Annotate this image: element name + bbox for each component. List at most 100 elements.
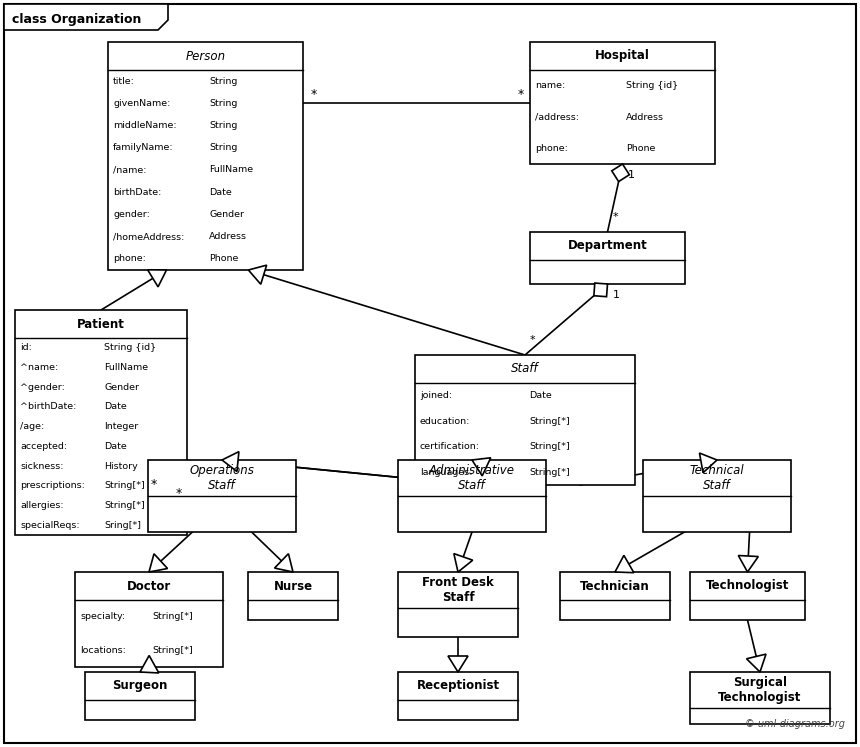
Text: id:: id: xyxy=(20,344,32,353)
Text: Address: Address xyxy=(626,113,664,122)
Text: birthDate:: birthDate: xyxy=(113,187,162,196)
Bar xyxy=(530,42,715,164)
Text: Gender: Gender xyxy=(104,382,139,391)
Bar xyxy=(75,572,223,667)
Text: Receptionist: Receptionist xyxy=(416,680,500,692)
Text: middleName:: middleName: xyxy=(113,121,176,130)
Text: Surgeon: Surgeon xyxy=(113,680,168,692)
Text: Gender: Gender xyxy=(209,210,244,219)
Text: ^gender:: ^gender: xyxy=(20,382,64,391)
Text: phone:: phone: xyxy=(113,255,146,264)
Text: name:: name: xyxy=(535,81,565,90)
Text: Person: Person xyxy=(186,49,225,63)
Polygon shape xyxy=(4,4,168,30)
Text: *: * xyxy=(311,88,317,101)
Text: Doctor: Doctor xyxy=(127,580,171,592)
Text: *: * xyxy=(518,88,525,101)
Bar xyxy=(248,572,338,620)
Bar xyxy=(690,572,805,620)
Text: Staff: Staff xyxy=(511,362,539,376)
Text: Date: Date xyxy=(530,391,552,400)
Bar xyxy=(398,572,518,637)
Bar xyxy=(148,460,296,532)
Text: /age:: /age: xyxy=(20,422,44,431)
Text: 1: 1 xyxy=(628,170,635,180)
Text: Phone: Phone xyxy=(626,144,655,153)
Text: String[*]: String[*] xyxy=(530,468,570,477)
Text: /address:: /address: xyxy=(535,113,579,122)
Text: Address: Address xyxy=(209,232,248,241)
Text: String {id}: String {id} xyxy=(104,344,157,353)
Text: Technical
Staff: Technical Staff xyxy=(690,464,744,492)
Text: String: String xyxy=(209,143,237,152)
Text: Patient: Patient xyxy=(77,317,125,330)
Text: title:: title: xyxy=(113,77,135,86)
Text: class Organization: class Organization xyxy=(12,13,141,26)
Text: Integer: Integer xyxy=(104,422,138,431)
Text: String: String xyxy=(209,99,237,108)
Text: givenName:: givenName: xyxy=(113,99,170,108)
Text: String[*]: String[*] xyxy=(530,442,570,451)
Text: String[*]: String[*] xyxy=(104,481,145,490)
Text: gender:: gender: xyxy=(113,210,150,219)
Text: specialReqs:: specialReqs: xyxy=(20,521,80,530)
Polygon shape xyxy=(222,452,239,471)
Polygon shape xyxy=(274,554,293,572)
Bar xyxy=(530,232,685,284)
Text: Nurse: Nurse xyxy=(273,580,312,592)
Text: specialty:: specialty: xyxy=(80,613,125,622)
Bar xyxy=(560,572,670,620)
Polygon shape xyxy=(249,265,267,285)
Polygon shape xyxy=(472,458,491,476)
Text: Hospital: Hospital xyxy=(595,49,650,63)
Polygon shape xyxy=(699,453,717,473)
Text: familyName:: familyName: xyxy=(113,143,174,152)
Text: *: * xyxy=(530,335,536,345)
Bar xyxy=(690,672,830,724)
Text: Surgical
Technologist: Surgical Technologist xyxy=(718,676,802,704)
Text: FullName: FullName xyxy=(209,166,254,175)
Polygon shape xyxy=(140,655,159,673)
Bar xyxy=(643,460,791,532)
Polygon shape xyxy=(454,554,473,572)
Bar xyxy=(85,672,195,720)
Text: Operations
Staff: Operations Staff xyxy=(189,464,255,492)
Polygon shape xyxy=(149,554,168,572)
Bar xyxy=(415,355,635,485)
Polygon shape xyxy=(594,283,607,297)
Text: String: String xyxy=(209,121,237,130)
Polygon shape xyxy=(448,656,468,672)
Text: education:: education: xyxy=(420,417,470,426)
Text: ^name:: ^name: xyxy=(20,363,58,372)
Text: Department: Department xyxy=(568,240,648,252)
Text: History: History xyxy=(104,462,138,471)
Bar xyxy=(108,42,303,270)
Text: String[*]: String[*] xyxy=(152,645,193,655)
Text: Sring[*]: Sring[*] xyxy=(104,521,141,530)
Text: joined:: joined: xyxy=(420,391,452,400)
Text: Phone: Phone xyxy=(209,255,239,264)
Text: String: String xyxy=(209,77,237,86)
Text: 1: 1 xyxy=(612,290,619,300)
Polygon shape xyxy=(611,164,630,182)
Text: Front Desk
Staff: Front Desk Staff xyxy=(422,576,494,604)
Text: Technologist: Technologist xyxy=(706,580,789,592)
Text: languages:: languages: xyxy=(420,468,472,477)
Text: FullName: FullName xyxy=(104,363,149,372)
Text: *: * xyxy=(612,212,618,222)
Text: © uml-diagrams.org: © uml-diagrams.org xyxy=(745,719,845,729)
Text: String[*]: String[*] xyxy=(104,501,145,510)
Text: ^birthDate:: ^birthDate: xyxy=(20,403,77,412)
Text: accepted:: accepted: xyxy=(20,441,67,451)
Text: /homeAddress:: /homeAddress: xyxy=(113,232,184,241)
Text: allergies:: allergies: xyxy=(20,501,64,510)
Text: locations:: locations: xyxy=(80,645,126,655)
Text: prescriptions:: prescriptions: xyxy=(20,481,85,490)
Text: String[*]: String[*] xyxy=(530,417,570,426)
Text: phone:: phone: xyxy=(535,144,568,153)
Polygon shape xyxy=(615,555,634,573)
Text: sickness:: sickness: xyxy=(20,462,64,471)
Bar xyxy=(398,672,518,720)
Text: certification:: certification: xyxy=(420,442,480,451)
Text: String {id}: String {id} xyxy=(626,81,679,90)
